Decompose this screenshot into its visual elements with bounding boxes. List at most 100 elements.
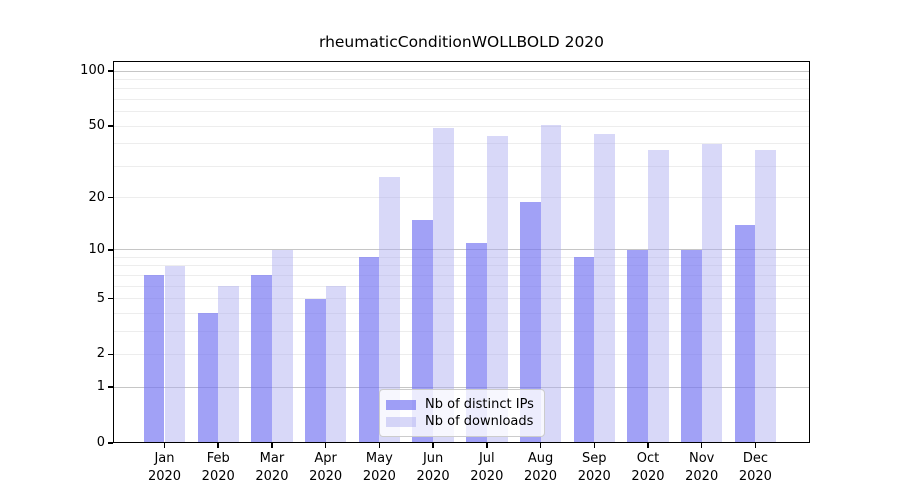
legend-item-distinct-ips: Nb of distinct IPs [386,397,536,413]
x-tick-mark [486,443,488,448]
y-tick-mark [108,297,113,300]
gridline [113,197,810,199]
x-tick-mark [163,443,166,448]
bar-distinct-ips [573,257,595,443]
bar-downloads [325,286,347,443]
bar-downloads [164,265,186,443]
x-tick-label: Jun 2020 [405,450,461,485]
bar-downloads [594,134,615,443]
x-tick-year: 2020 [255,468,289,484]
bar-distinct-ips [251,275,272,443]
x-tick-mark [754,443,757,448]
legend-item-downloads: Nb of downloads [386,414,536,430]
x-tick-year: 2020 [631,468,665,484]
x-tick-label: Mar 2020 [244,450,300,485]
gridline [113,265,810,267]
legend-label-distinct-ips: Nb of distinct IPs [425,397,534,412]
y-tick-label: 20 [88,189,105,205]
bar-distinct-ips [681,249,702,443]
x-tick-year: 2020 [147,468,182,484]
y-tick-mark [108,70,113,72]
x-tick-mark [217,443,219,448]
gridline [113,330,810,332]
bar-distinct-ips [412,219,434,443]
gridline [113,249,810,251]
legend: Nb of distinct IPs Nb of downloads [379,389,545,437]
x-tick-label: Dec 2020 [727,450,783,485]
gridline [113,143,810,145]
legend-swatch-downloads [386,416,416,428]
bar-distinct-ips [304,298,326,443]
y-tick-mark [108,386,113,388]
x-tick-mark [324,443,327,448]
bar-distinct-ips [358,257,380,443]
x-tick-month: Nov [689,451,715,466]
y-tick-label: 1 [96,379,105,395]
bar-distinct-ips [143,275,165,443]
x-tick-label: Nov 2020 [674,450,730,485]
y-tick-label: 0 [96,435,105,450]
bar-downloads [379,177,401,443]
x-tick-label: Apr 2020 [298,450,354,485]
bar-downloads [540,124,562,443]
bar-downloads [755,149,777,443]
x-tick-month: Mar [259,451,285,466]
x-tick-mark [432,443,434,448]
x-tick-label: Sep 2020 [566,450,622,485]
y-tick-mark [108,249,113,251]
x-tick-month: Sep [581,451,607,466]
x-tick-label: Feb 2020 [190,450,246,485]
x-tick-year: 2020 [577,468,611,484]
gridline [113,125,810,127]
x-tick-year: 2020 [523,468,558,484]
y-tick-label: 5 [96,290,105,306]
gridline [113,298,810,300]
bar-downloads [486,136,508,443]
x-tick-year: 2020 [416,468,450,484]
y-tick-label: 50 [88,118,105,134]
bar-downloads [701,143,723,443]
x-tick-label: May 2020 [351,450,407,485]
bar-downloads [271,249,293,443]
x-tick-year: 2020 [362,468,396,484]
chart-title: rheumaticConditionWOLLBOLD 2020 [318,33,605,51]
gridline [113,99,810,100]
x-tick-month: Jul [478,451,495,466]
x-tick-month: Dec [742,451,768,466]
gridline [113,88,810,90]
legend-label-downloads: Nb of downloads [425,414,534,429]
gridline [113,111,810,113]
x-tick-month: Jan [154,451,175,466]
gridline [113,256,810,258]
y-tick-mark [108,353,113,356]
bar-downloads [433,127,454,443]
x-tick-year: 2020 [470,468,504,484]
y-tick-mark [108,196,113,199]
gridline [113,285,810,287]
bar-distinct-ips [197,313,219,443]
x-tick-mark [647,443,649,448]
y-tick-mark [108,125,113,127]
x-tick-year: 2020 [201,468,235,484]
gridline [113,79,810,80]
x-tick-year: 2020 [309,468,343,484]
bar-distinct-ips [734,224,756,443]
x-tick-mark [539,443,542,448]
bar-downloads [647,149,669,443]
y-tick-label: 2 [96,346,105,362]
y-tick-mark [108,442,113,444]
x-tick-mark [378,443,381,448]
x-tick-month: May [365,451,393,466]
bar-distinct-ips [519,201,541,443]
gridline [113,353,810,355]
y-tick-label: 100 [80,63,105,79]
x-tick-label: Jul 2020 [459,450,515,485]
bar-downloads [218,286,239,443]
x-tick-month: Apr [314,451,337,466]
gridline [113,165,810,167]
x-tick-month: Oct [636,451,660,466]
x-tick-label: Jan 2020 [137,450,193,485]
x-tick-mark [593,443,595,448]
plot-area [113,61,810,443]
